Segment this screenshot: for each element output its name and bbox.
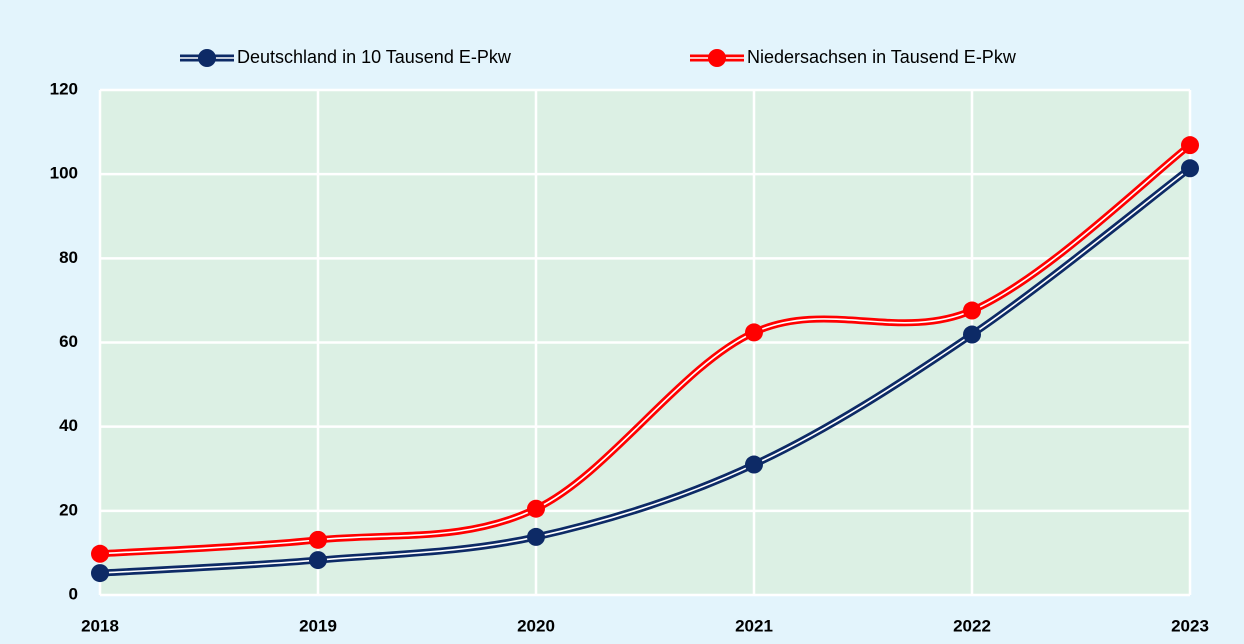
- data-point: [963, 301, 981, 320]
- y-tick-label: 20: [59, 500, 78, 519]
- y-tick-label: 120: [50, 79, 78, 98]
- series-line-highlight: [99, 144, 1191, 555]
- x-tick-label: 2023: [1171, 616, 1209, 635]
- data-point: [1181, 136, 1199, 155]
- y-tick-label: 0: [69, 584, 78, 603]
- x-tick-label: 2021: [735, 616, 773, 635]
- data-point: [309, 551, 327, 570]
- x-tick-label: 2022: [953, 616, 991, 635]
- legend-label: Deutschland in 10 Tausend E-Pkw: [237, 47, 512, 67]
- legend-marker: [198, 49, 216, 67]
- data-point: [745, 455, 763, 474]
- y-tick-label: 60: [59, 332, 78, 351]
- data-point: [527, 499, 545, 518]
- x-tick-label: 2020: [517, 616, 555, 635]
- legend-marker: [708, 49, 726, 67]
- legend-label: Niedersachsen in Tausend E-Pkw: [747, 47, 1017, 67]
- x-tick-label: 2018: [81, 616, 119, 635]
- data-point: [527, 527, 545, 546]
- data-point: [91, 544, 109, 563]
- data-point: [1181, 159, 1199, 178]
- data-point: [963, 325, 981, 344]
- y-tick-label: 100: [50, 164, 78, 183]
- data-point: [745, 323, 763, 342]
- series-line-highlight: [99, 167, 1191, 574]
- x-tick-label: 2019: [299, 616, 337, 635]
- y-tick-label: 80: [59, 248, 78, 267]
- y-tick-label: 40: [59, 416, 78, 435]
- data-point: [91, 564, 109, 583]
- data-point: [309, 530, 327, 549]
